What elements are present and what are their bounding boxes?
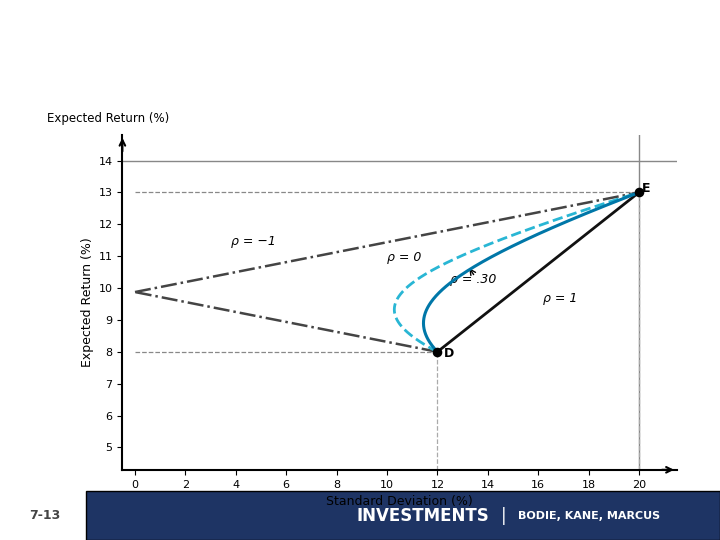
X-axis label: Standard Deviation (%): Standard Deviation (%) bbox=[326, 495, 473, 508]
Text: E: E bbox=[642, 182, 650, 195]
Text: D: D bbox=[444, 347, 454, 360]
Text: ρ = 1: ρ = 1 bbox=[544, 292, 577, 306]
Y-axis label: Expected Return (%): Expected Return (%) bbox=[81, 238, 94, 367]
Text: |: | bbox=[500, 507, 506, 525]
Text: 7-13: 7-13 bbox=[29, 509, 60, 522]
Text: Figure 7.5 Portfolio Expected Return as a: Figure 7.5 Portfolio Expected Return as … bbox=[85, 33, 635, 57]
Point bbox=[432, 348, 444, 356]
Text: ρ = −1: ρ = −1 bbox=[231, 235, 276, 248]
Text: ρ = .30: ρ = .30 bbox=[450, 273, 496, 286]
Text: Function of Standard Deviation: Function of Standard Deviation bbox=[152, 77, 568, 101]
FancyBboxPatch shape bbox=[86, 491, 720, 540]
Point bbox=[634, 188, 645, 197]
Text: BODIE, KANE, MARCUS: BODIE, KANE, MARCUS bbox=[518, 511, 660, 521]
Text: INVESTMENTS: INVESTMENTS bbox=[357, 507, 490, 525]
Text: Expected Return (%): Expected Return (%) bbox=[47, 112, 169, 125]
Text: ρ = 0: ρ = 0 bbox=[387, 251, 421, 264]
